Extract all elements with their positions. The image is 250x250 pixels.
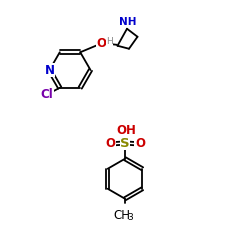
Text: Cl: Cl bbox=[40, 88, 53, 101]
Text: H: H bbox=[106, 38, 113, 46]
Text: N: N bbox=[44, 64, 54, 76]
Text: CH: CH bbox=[114, 209, 130, 222]
Text: O: O bbox=[96, 37, 106, 50]
Text: OH: OH bbox=[116, 124, 136, 137]
Text: O: O bbox=[105, 137, 115, 150]
Text: NH: NH bbox=[120, 17, 137, 27]
Text: 3: 3 bbox=[127, 214, 132, 222]
Text: O: O bbox=[135, 137, 145, 150]
Polygon shape bbox=[116, 44, 118, 47]
Text: S: S bbox=[120, 137, 130, 150]
